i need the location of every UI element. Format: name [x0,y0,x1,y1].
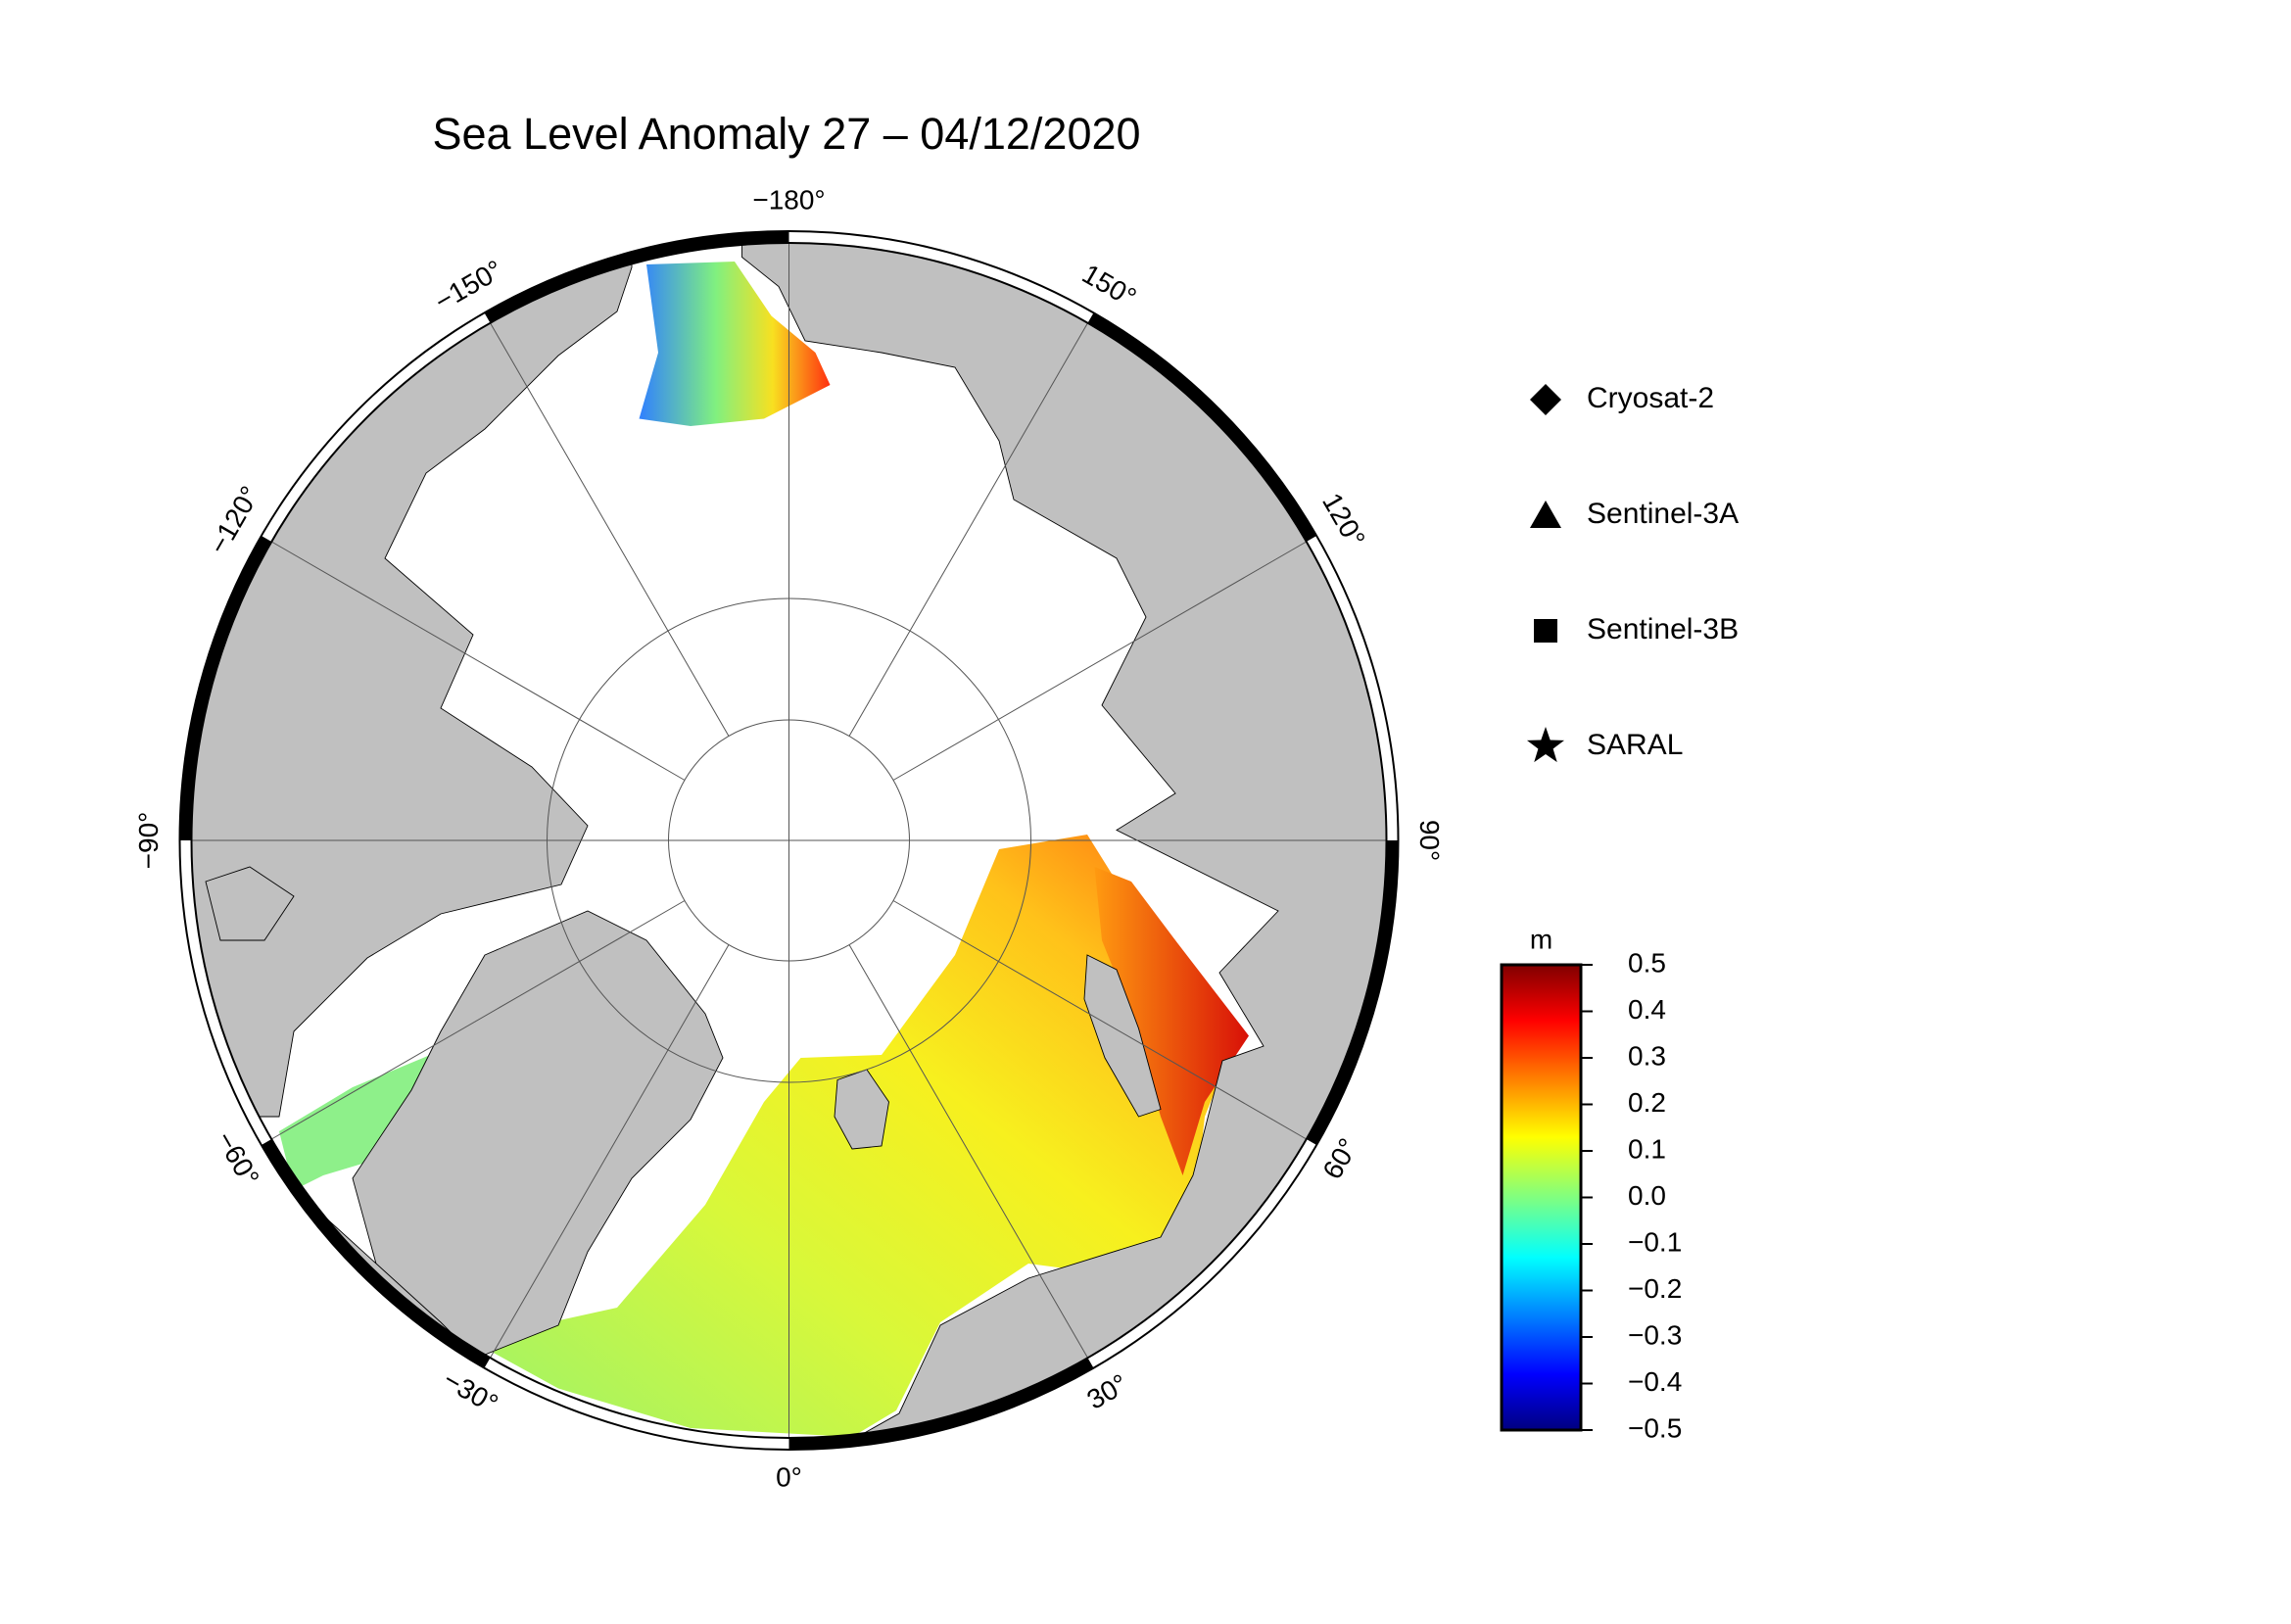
legend-label: Sentinel-3A [1587,498,1739,530]
frame-inner [190,242,1388,1439]
colorbar-unit: m [1530,924,1552,954]
colorbar-tick-label: −0.2 [1628,1273,1682,1304]
data-swath [279,1050,441,1190]
frame-band [788,1358,1094,1450]
colorbar-tick-label: 0.2 [1628,1087,1666,1118]
legend-marker [1530,501,1561,528]
frame-outer [178,230,1400,1451]
frame-band [1306,839,1399,1145]
colorbar-tick-label: −0.3 [1628,1319,1682,1350]
legend-label: SARAL [1587,729,1683,761]
longitude-label: −90° [133,812,164,870]
legend-label: Sentinel-3B [1587,613,1739,645]
legend-marker [1530,384,1561,415]
map-frame [178,230,1400,1451]
frame-band [179,536,272,841]
legend-label: Cryosat-2 [1587,382,1714,414]
meridian [490,322,730,737]
longitude-label: −180° [752,184,825,215]
meridian [270,541,686,781]
data-swath [1094,867,1249,1175]
map-title: Sea Level Anomaly 27 – 04/12/2020 [432,109,1140,159]
frame-band [261,1138,491,1368]
land [1083,954,1162,1118]
land [205,866,295,941]
colorbar-tick-label: 0.0 [1628,1180,1666,1211]
longitude-label: 30° [1081,1368,1132,1415]
colorbar-tick-label: −0.4 [1628,1366,1682,1397]
longitude-label: 120° [1316,488,1371,552]
longitude-label: 150° [1077,259,1142,313]
colorbar-tick-label: −0.5 [1628,1412,1682,1443]
longitude-label: 90° [1414,820,1445,861]
colorbar-scale [1500,963,1583,1432]
colorbar-tick-label: 0.5 [1628,947,1666,978]
legend: Cryosat-2 Sentinel-3A Sentinel-3B SARAL [1526,382,1739,763]
meridian [892,900,1308,1140]
colorbar: m 0.5 0.4 0.3 0.2 0.1 0.0 −0.1 −0.2 −0.3 −0.4 −0.5 [1500,924,1682,1443]
colorbar-tick-label: 0.4 [1628,994,1666,1025]
frame-band [484,231,789,323]
colorbar-tick-label: 0.3 [1628,1040,1666,1071]
legend-marker [1526,727,1565,763]
legend-marker [1534,619,1557,643]
longitude-label: 0° [776,1461,802,1492]
colorbar-tick-label: −0.1 [1628,1226,1682,1257]
colorbar-tick-label: 0.1 [1628,1133,1666,1164]
meridian [892,541,1308,781]
meridian [490,944,730,1359]
meridian [848,322,1088,737]
graticule [191,243,1387,1438]
land [352,910,724,1356]
meridian [848,944,1088,1359]
meridian [270,900,686,1140]
longitude-label: 60° [1316,1133,1363,1184]
frame-band [1087,312,1317,543]
data-swath [639,262,831,426]
map-disc [191,243,1387,1438]
